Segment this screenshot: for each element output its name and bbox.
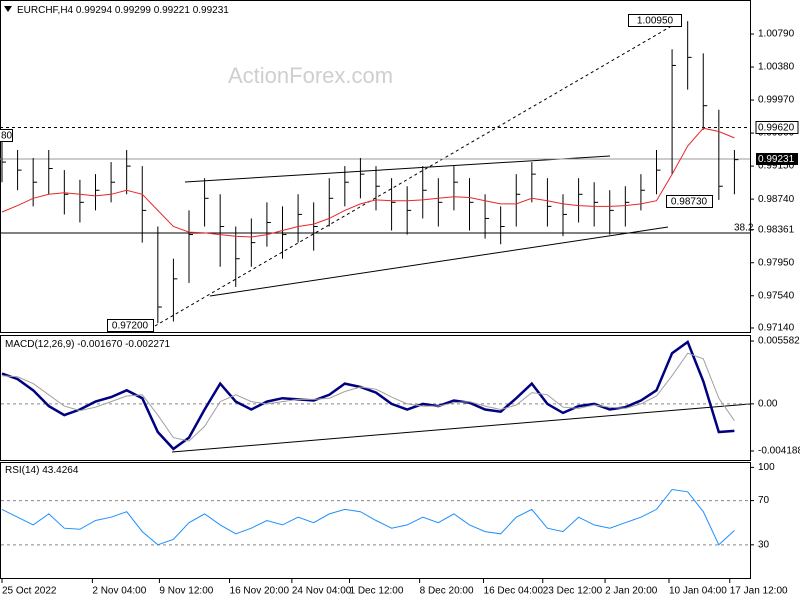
macd-value: -0.001670 [77, 339, 122, 350]
macd-trend-line [171, 403, 751, 453]
indicator-line [1, 352, 735, 442]
menu-arrow [4, 6, 12, 12]
close: 0.99231 [193, 5, 230, 16]
header: EURCHF,H4 0.99294 0.99299 0.99221 0.9923… [17, 5, 229, 16]
y-tick-label: 0.99970 [758, 95, 795, 106]
annotation: 0.97200 [112, 321, 149, 332]
x-tick-label: 2 Nov 04:00 [92, 586, 146, 597]
level-box [755, 121, 799, 134]
channel-line [184, 155, 611, 183]
annotation: 80 [1, 131, 13, 142]
y-tick-label: 30 [758, 539, 770, 550]
annotation: 38.2 [734, 223, 754, 234]
x-tick-label: 10 Jan 04:00 [669, 586, 727, 597]
annotation-box [107, 319, 154, 332]
y-tick-label: 0.005582 [758, 336, 800, 347]
x-tick-label: 8 Dec 20:00 [420, 586, 474, 597]
y-tick-label: -0.004188 [758, 446, 800, 457]
macd-title: MACD(12,26,9) [5, 339, 74, 350]
y-tick-label: 0.97140 [758, 323, 795, 334]
axis: 25 Oct 2022 2 Nov 04:00 9 Nov 12:00 16 Nov … [1, 29, 800, 597]
symbol: EURCHF,H4 [17, 5, 74, 16]
x-tick-label: 16 Dec 04:00 [484, 586, 544, 597]
high: 0.99299 [115, 5, 152, 16]
price-box [756, 153, 798, 165]
moving-average [1, 127, 735, 238]
x-tick-label: 17 Jan 12:00 [730, 586, 788, 597]
rsi-frame [0, 462, 751, 579]
annotation-box [666, 195, 713, 208]
x-tick-label: 23 Dec 12:00 [543, 586, 603, 597]
y-tick-label: 1.00790 [758, 29, 795, 40]
open: 0.99294 [76, 5, 113, 16]
y-tick-label: 0.98740 [758, 194, 795, 205]
y-tick-label: 0.98361 [758, 224, 795, 235]
rsi-header: RSI(14) 43.4264 [5, 465, 79, 476]
x-tick-label: 1 Dec 12:00 [350, 586, 404, 597]
macd-frame [0, 335, 751, 461]
y-tick-label: 0.97950 [758, 257, 795, 268]
y-tick-label: 0.00 [758, 398, 778, 409]
annotation: 0.99231 [758, 154, 795, 165]
y-tick-label: 70 [758, 495, 770, 506]
x-tick-label: 2 Jan 20:00 [605, 586, 658, 597]
watermark: ActionForex.com [228, 63, 393, 88]
annotation-box [0, 129, 13, 142]
x-tick-label: 16 Nov 20:00 [230, 586, 290, 597]
macd-header: MACD(12,26,9) -0.001670 -0.002271 [5, 339, 171, 350]
annotation: 0.99620 [758, 123, 795, 134]
y-tick-label: 0.99150 [758, 161, 795, 172]
annotation: 0.98730 [671, 197, 708, 208]
indicator-line [1, 340, 735, 451]
marks [1, 21, 750, 546]
x-tick-label: 25 Oct 2022 [2, 586, 57, 597]
rsi-value: 43.4264 [42, 465, 79, 476]
signal-value: -0.002271 [125, 339, 170, 350]
y-tick-label: 100 [758, 462, 775, 473]
channel-line [209, 226, 669, 297]
y-tick-label: 0.97540 [758, 290, 795, 301]
x-tick-label: 9 Nov 12:00 [159, 586, 213, 597]
rsi-title: RSI(14) [5, 465, 39, 476]
indicator-line [1, 488, 735, 546]
y-tick-label: 1.00380 [758, 62, 795, 73]
x-tick-label: 24 Nov 04:00 [292, 586, 352, 597]
annotation: 1.00950 [637, 16, 674, 27]
annotation-box [628, 14, 682, 27]
low: 0.99221 [154, 5, 191, 16]
